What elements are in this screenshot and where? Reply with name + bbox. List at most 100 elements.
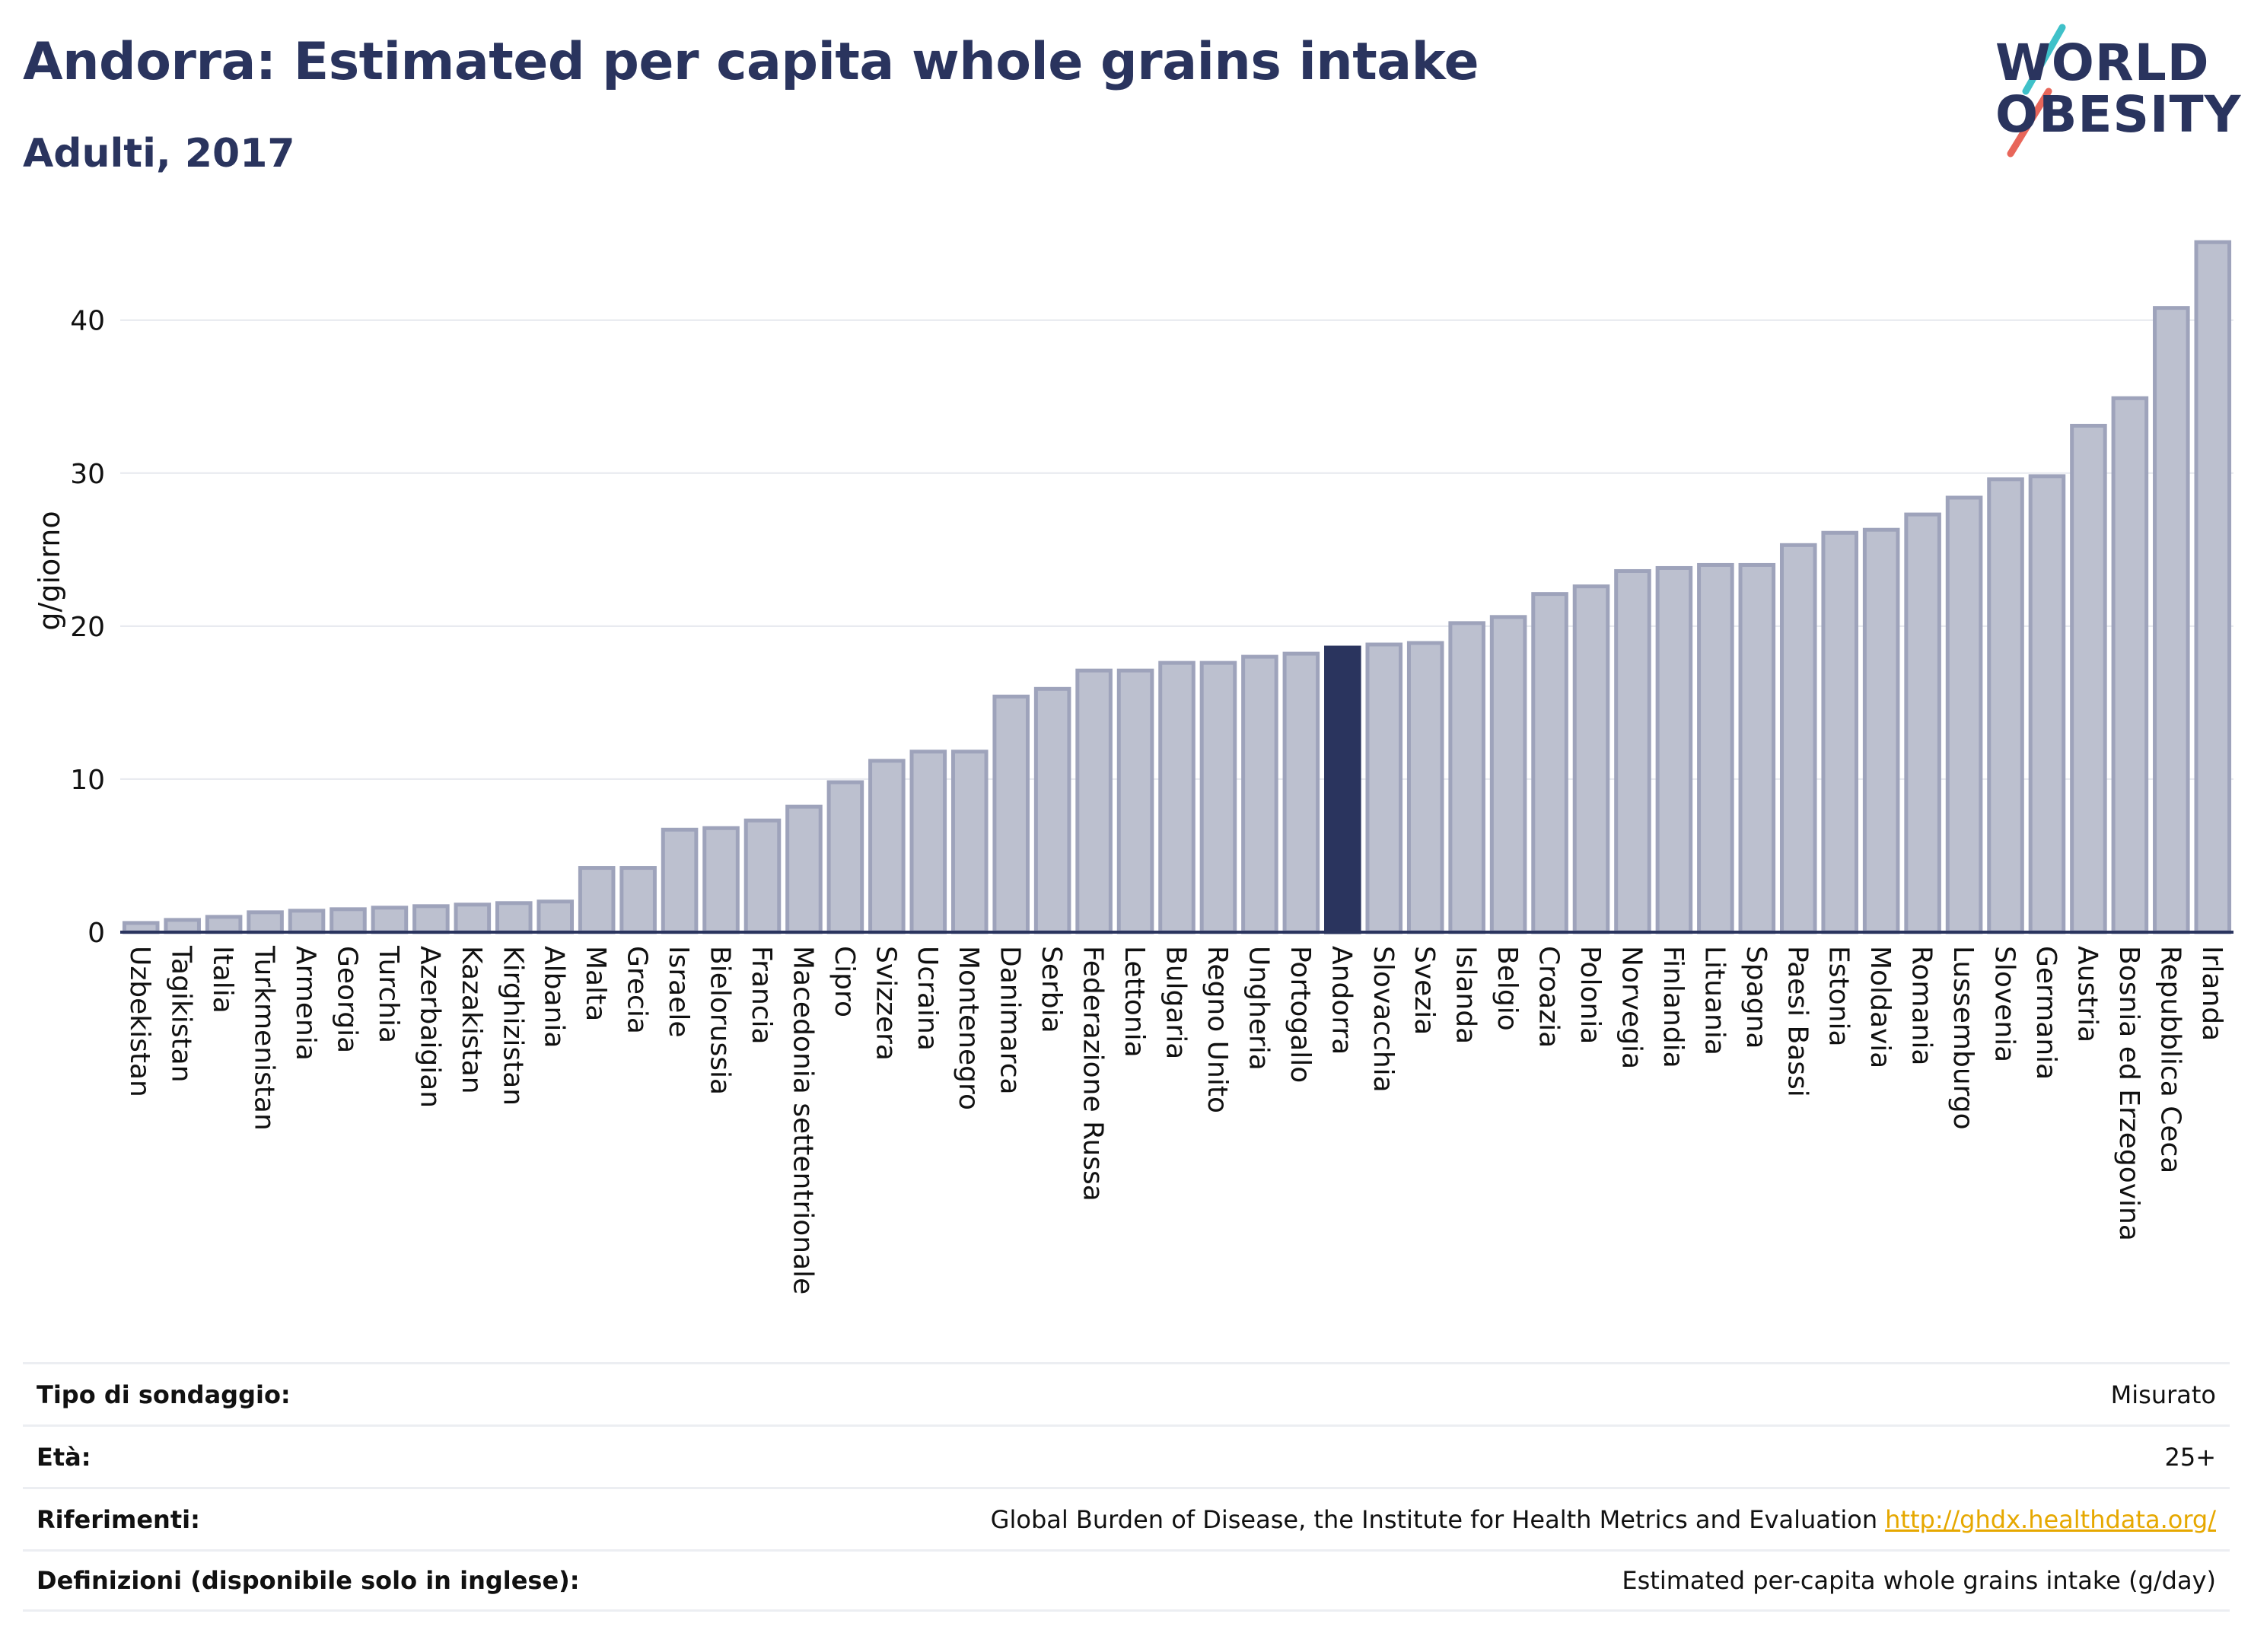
bar-regno-unito[interactable] bbox=[1199, 660, 1237, 934]
bar-lettonia[interactable] bbox=[1116, 668, 1154, 934]
bar-azerbaigian[interactable] bbox=[412, 904, 450, 934]
bar-andorra[interactable] bbox=[1324, 645, 1361, 934]
bar-islanda[interactable] bbox=[1448, 621, 1485, 934]
x-tick-label: Macedonia settentrionale bbox=[787, 946, 818, 1294]
x-tick-label: Federazione Russa bbox=[1078, 946, 1109, 1202]
x-tick-label: Polonia bbox=[1574, 946, 1606, 1044]
x-tick-label: Kazakistan bbox=[456, 946, 487, 1094]
x-tick-label: Svizzera bbox=[870, 946, 901, 1061]
bar-spagna[interactable] bbox=[1738, 562, 1776, 934]
bar-lussemburgo[interactable] bbox=[1945, 495, 1983, 934]
bar-croazia[interactable] bbox=[1531, 592, 1568, 934]
bar-paesi-bassi[interactable] bbox=[1779, 543, 1817, 934]
bar-kirghizistan[interactable] bbox=[495, 901, 533, 934]
bar-danimarca[interactable] bbox=[992, 694, 1030, 934]
x-tick-label: Ucraina bbox=[912, 946, 943, 1051]
x-tick-label: Uzbekistan bbox=[124, 946, 155, 1097]
bar-bosnia-ed-erzegovina[interactable] bbox=[2111, 396, 2149, 934]
x-tick-label: Moldavia bbox=[1864, 946, 1896, 1068]
x-tick-label: Paesi Bassi bbox=[1781, 946, 1813, 1097]
x-tick-label: Svezia bbox=[1409, 946, 1440, 1035]
x-tick-label: Slovacchia bbox=[1367, 946, 1399, 1093]
x-tick-label: Bielorussia bbox=[705, 946, 736, 1095]
bar-federazione-russa[interactable] bbox=[1075, 668, 1113, 934]
x-tick-label: Andorra bbox=[1326, 946, 1357, 1055]
bar-germania[interactable] bbox=[2028, 474, 2066, 934]
bar-repubblica-ceca[interactable] bbox=[2153, 306, 2190, 934]
bar-bulgaria[interactable] bbox=[1158, 660, 1196, 934]
bar-portogallo[interactable] bbox=[1282, 651, 1320, 934]
bar-tagikistan[interactable] bbox=[164, 918, 201, 934]
bar-svezia[interactable] bbox=[1406, 641, 1444, 934]
bar-belgio[interactable] bbox=[1489, 615, 1527, 934]
reference-link[interactable]: http://ghdx.healthdata.org/ bbox=[1885, 1504, 2216, 1534]
axes: 0 10 20 30 40 Uzbekistan Tagikistan Italia Turkm… bbox=[70, 306, 2233, 1294]
bar-albania[interactable] bbox=[536, 899, 575, 934]
bar-slovacchia[interactable] bbox=[1365, 642, 1403, 934]
x-tick-label: Turchia bbox=[373, 945, 404, 1043]
bar-georgia[interactable] bbox=[330, 907, 367, 934]
bar-turkmenistan[interactable] bbox=[247, 910, 284, 934]
x-tick-label: Albania bbox=[539, 946, 570, 1048]
bar-slovenia[interactable] bbox=[1987, 477, 2024, 934]
logo-text-world: WORLD bbox=[1995, 33, 2210, 92]
info-row-definitions: Definizioni (disponibile solo in inglese… bbox=[23, 1549, 2230, 1612]
info-label: Età: bbox=[37, 1442, 91, 1472]
x-tick-label: Armenia bbox=[290, 946, 321, 1061]
bar-kazakistan[interactable] bbox=[454, 902, 492, 934]
x-tick-label: Croazia bbox=[1533, 946, 1565, 1048]
bar-serbia[interactable] bbox=[1033, 686, 1071, 934]
bar-bielorussia[interactable] bbox=[702, 826, 740, 934]
y-tick-label: 0 bbox=[88, 918, 105, 949]
x-tick-label: Finlandia bbox=[1657, 946, 1689, 1068]
bar-montenegro[interactable] bbox=[950, 750, 989, 934]
bar-romania[interactable] bbox=[1904, 512, 1941, 934]
bar-malta[interactable] bbox=[578, 866, 616, 934]
x-tick-label: Montenegro bbox=[953, 946, 984, 1110]
info-value: Misurato bbox=[2110, 1380, 2216, 1409]
bar-moldavia[interactable] bbox=[1862, 527, 1900, 934]
info-row-age: Età: 25+ bbox=[23, 1424, 2230, 1487]
x-tick-label: Georgia bbox=[331, 946, 362, 1053]
bar-austria[interactable] bbox=[2070, 423, 2107, 934]
x-tick-label: Ungheria bbox=[1243, 946, 1274, 1071]
bar-macedonia-settentrionale[interactable] bbox=[785, 804, 823, 934]
info-row-references: Riferimenti: Global Burden of Disease, t… bbox=[23, 1487, 2230, 1549]
page-title: Andorra: Estimated per capita whole grai… bbox=[23, 32, 1479, 92]
bar-chart: 0 10 20 30 40 Uzbekistan Tagikistan Italia Turkm… bbox=[33, 240, 2233, 1294]
x-tick-label: Lettonia bbox=[1119, 946, 1150, 1058]
bar-grecia[interactable] bbox=[619, 866, 657, 934]
world-obesity-logo[interactable]: WORLD OBESITY bbox=[1979, 23, 2240, 160]
bar-italia[interactable] bbox=[205, 915, 243, 934]
bar-armenia[interactable] bbox=[288, 909, 326, 934]
x-tick-label: Francia bbox=[746, 946, 777, 1045]
bar-svizzera[interactable] bbox=[868, 759, 906, 934]
bar-polonia[interactable] bbox=[1572, 584, 1610, 934]
bar-norvegia[interactable] bbox=[1614, 568, 1651, 934]
bar-israele[interactable] bbox=[661, 827, 699, 934]
bar-cipro[interactable] bbox=[826, 780, 864, 934]
bar-turchia[interactable] bbox=[371, 906, 409, 934]
bar-ucraina[interactable] bbox=[909, 750, 947, 934]
x-tick-label: Regno Unito bbox=[1202, 946, 1233, 1113]
bar-estonia[interactable] bbox=[1821, 530, 1858, 934]
bar-francia[interactable] bbox=[743, 818, 782, 934]
x-tick-label: Kirghizistan bbox=[497, 946, 528, 1106]
page-subtitle: Adulti, 2017 bbox=[23, 131, 295, 177]
x-tick-label: Turkmenistan bbox=[249, 945, 280, 1131]
y-tick-label: 30 bbox=[70, 459, 105, 490]
x-tick-label: Cipro bbox=[829, 946, 860, 1017]
info-value: Estimated per-capita whole grains intake… bbox=[1622, 1566, 2216, 1595]
x-tick-label: Austria bbox=[2071, 946, 2103, 1042]
info-label: Riferimenti: bbox=[37, 1504, 200, 1534]
info-label: Tipo di sondaggio: bbox=[37, 1380, 291, 1409]
x-tick-label: Islanda bbox=[1450, 946, 1482, 1044]
bar-finlandia[interactable] bbox=[1655, 565, 1693, 934]
x-tick-label: Danimarca bbox=[995, 946, 1026, 1095]
y-tick-label: 10 bbox=[70, 765, 105, 796]
y-axis-label: g/giorno bbox=[33, 511, 66, 630]
bar-ungheria[interactable] bbox=[1241, 654, 1278, 934]
bar-lituania[interactable] bbox=[1697, 562, 1734, 934]
bar-irlanda[interactable] bbox=[2194, 240, 2232, 934]
logo-slash-icon bbox=[2007, 24, 2066, 158]
